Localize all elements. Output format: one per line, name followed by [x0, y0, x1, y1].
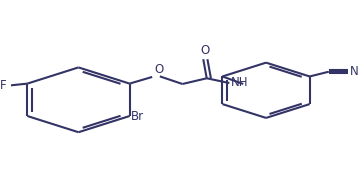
- Text: NH: NH: [231, 76, 248, 89]
- Text: O: O: [154, 63, 163, 76]
- Text: Br: Br: [131, 109, 144, 122]
- Text: F: F: [0, 79, 6, 92]
- Text: N: N: [350, 65, 359, 78]
- Text: O: O: [201, 44, 210, 57]
